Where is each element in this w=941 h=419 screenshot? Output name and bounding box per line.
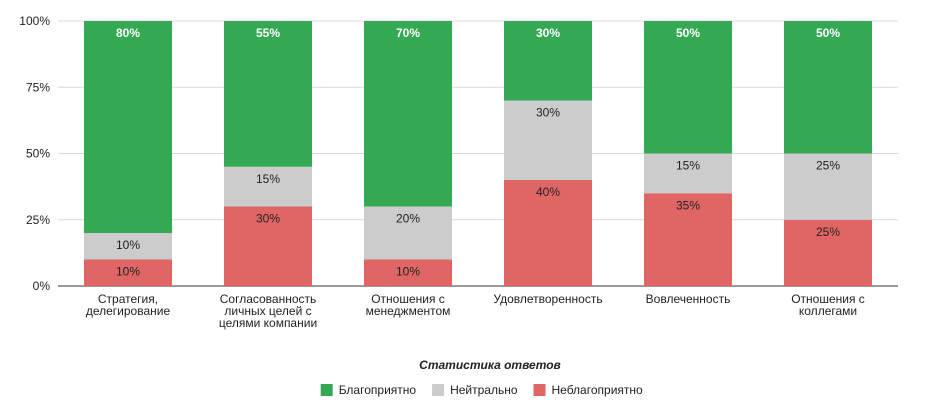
data-label: 50% [816, 26, 840, 40]
bar-segment [644, 21, 732, 154]
bar-segment [784, 153, 872, 220]
bar-segment [364, 21, 452, 207]
x-tick-label: менеджментом [366, 304, 451, 318]
x-tick-label: Отношения с [371, 292, 445, 306]
bar-segment [224, 21, 312, 167]
x-tick-label: делегирование [86, 304, 171, 318]
legend-swatch [320, 384, 333, 396]
data-label: 20% [396, 212, 420, 226]
x-tick-label: Вовлеченность [646, 292, 731, 306]
bar-segment [364, 259, 452, 286]
x-tick-label: личных целей с [224, 304, 311, 318]
x-tick-label: Согласованность [220, 292, 317, 306]
bar-segment [84, 233, 172, 260]
legend-label: Благоприятно [339, 383, 417, 397]
x-axis-title: Статистика ответов [419, 358, 561, 372]
x-tick-label: коллегами [799, 304, 857, 318]
x-tick-label: Стратегия, [98, 292, 158, 306]
x-tick-label: Отношения с [791, 292, 865, 306]
bar-segment [224, 206, 312, 286]
data-label: 15% [256, 172, 280, 186]
data-label: 10% [116, 238, 140, 252]
bar-segment [504, 100, 592, 180]
bar-segment [224, 166, 312, 207]
x-tick-label: целями компании [219, 316, 317, 330]
y-tick-label: 100% [19, 14, 50, 28]
legend-label: Нейтрально [450, 383, 518, 397]
y-tick-label: 75% [26, 80, 50, 94]
data-label: 30% [536, 106, 560, 120]
bar-segment [84, 259, 172, 286]
data-label: 30% [536, 26, 560, 40]
y-tick-label: 25% [26, 213, 50, 227]
data-label: 80% [116, 26, 140, 40]
bar-segment [84, 21, 172, 233]
x-tick-label: Удовлетворенность [493, 292, 602, 306]
bar-segment [784, 21, 872, 154]
y-tick-label: 50% [26, 147, 50, 161]
bar-segment [644, 193, 732, 286]
bar-segment [504, 21, 592, 101]
bar-segment [504, 180, 592, 286]
data-label: 25% [816, 225, 840, 239]
data-label: 25% [816, 159, 840, 173]
data-label: 50% [676, 26, 700, 40]
y-tick-label: 0% [33, 279, 51, 293]
data-label: 35% [676, 198, 700, 212]
bar-segment [644, 153, 732, 194]
legend-swatch [432, 384, 445, 396]
bar-segment [364, 206, 452, 260]
data-label: 10% [116, 265, 140, 279]
data-label: 15% [676, 159, 700, 173]
data-label: 70% [396, 26, 420, 40]
bar-segment [784, 219, 872, 286]
data-label: 10% [396, 265, 420, 279]
data-label: 55% [256, 26, 280, 40]
legend-label: Неблагоприятно [552, 383, 643, 397]
data-label: 30% [256, 212, 280, 226]
legend-swatch [533, 384, 546, 396]
data-label: 40% [536, 185, 560, 199]
